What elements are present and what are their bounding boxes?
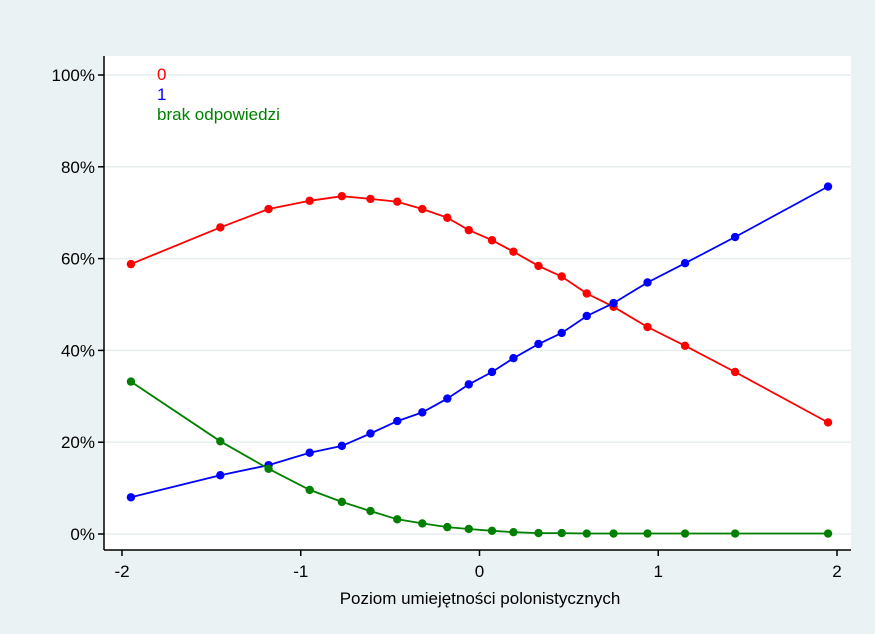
data-point [366,194,375,204]
series-2 [126,182,833,502]
data-point [643,529,652,538]
data-point [393,416,402,426]
data-point [216,437,225,446]
data-point [464,524,473,534]
data-point [487,526,497,535]
x-tick-label: 0 [475,562,484,581]
legend-label: brak odpowiedzi [157,105,280,124]
data-point [609,298,618,308]
y-axis: 0% 20% 40% 60% 80% 100% [52,56,105,550]
data-point [509,354,518,363]
data-point [680,258,690,268]
y-tick-label: 100% [52,66,95,85]
y-tick-label: 80% [61,158,95,177]
data-point [643,322,652,332]
data-point [823,182,833,191]
data-point [337,441,347,451]
data-point [582,311,591,321]
data-point [393,515,402,524]
data-point [823,529,833,538]
data-point [418,519,427,528]
data-point [680,529,690,538]
data-point [216,471,225,480]
data-point [557,272,566,281]
data-point [126,493,136,502]
data-point [443,394,452,403]
data-point [264,464,273,474]
data-point [730,529,740,538]
series-line [130,380,829,535]
data-point [126,259,136,269]
legend-label: 0 [157,65,166,84]
data-point [305,485,314,495]
data-point [534,528,543,538]
data-point [609,529,618,538]
data-point [464,380,473,389]
data-point [487,367,497,377]
data-point [337,191,347,201]
x-tick-label: 2 [832,562,841,581]
data-point [534,339,543,349]
data-point [823,418,833,427]
data-point [305,196,314,205]
plot-area [104,56,851,550]
data-point [557,328,566,338]
data-point [730,232,740,242]
series-line [130,195,829,424]
series-layer [126,182,833,538]
data-point [464,225,473,235]
x-tick-label: -2 [114,562,129,581]
data-point [305,448,314,457]
data-point [366,506,375,516]
data-point [509,527,518,537]
data-point [126,377,136,386]
data-point [264,204,273,214]
data-point [582,289,591,298]
y-tick-label: 0% [70,525,95,544]
x-tick-label: -1 [293,562,308,581]
data-point [509,247,518,256]
data-point [366,429,375,438]
data-point [582,529,591,538]
grid [104,74,851,535]
data-point [680,341,690,351]
series-line [130,185,829,499]
y-tick-label: 60% [61,250,95,269]
data-point [337,497,347,507]
x-axis: -2 -1 0 1 2 [104,549,851,581]
series-1 [126,191,833,427]
data-point [534,261,543,271]
x-axis-title: Poziom umiejętności polonistycznych [340,589,621,608]
x-tick-label: 1 [654,562,663,581]
data-point [418,204,427,214]
data-point [643,278,652,287]
data-point [443,213,452,222]
data-point [557,528,566,538]
data-point [730,367,740,377]
data-point [393,197,402,206]
data-point [487,236,497,245]
data-point [418,408,427,417]
data-point [216,223,225,232]
data-point [443,522,452,532]
y-tick-label: 40% [61,341,95,360]
legend-label: 1 [157,85,166,104]
series-3 [126,377,833,538]
y-tick-label: 20% [61,433,95,452]
